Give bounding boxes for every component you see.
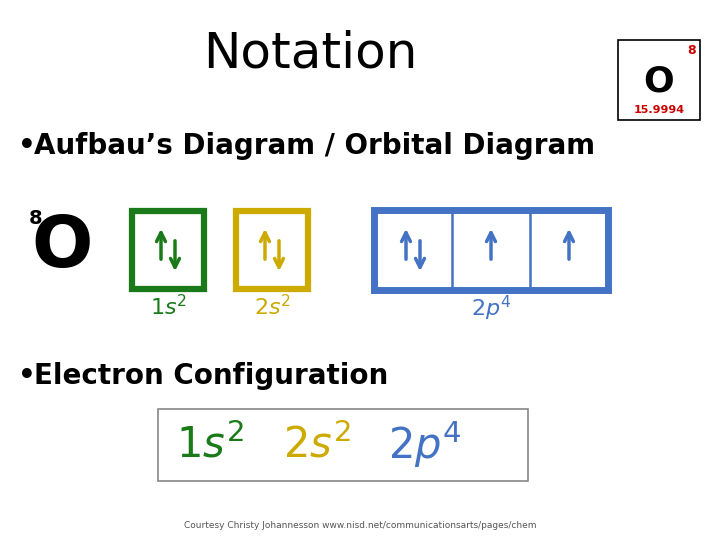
Text: Electron Configuration: Electron Configuration [34, 362, 388, 390]
Bar [618, 40, 700, 120]
Bar [158, 409, 528, 481]
Text: •: • [18, 132, 36, 160]
Text: 8: 8 [688, 44, 696, 57]
Text: $2s^2$: $2s^2$ [253, 294, 290, 319]
Text: $1s^2$: $1s^2$ [176, 424, 244, 466]
Text: $2p^4$: $2p^4$ [471, 294, 511, 323]
Bar [236, 211, 308, 289]
Bar [132, 211, 204, 289]
Text: •: • [18, 362, 36, 390]
Text: Courtesy Christy Johannesson www.nisd.net/communicationsarts/pages/chem: Courtesy Christy Johannesson www.nisd.ne… [184, 521, 536, 530]
Text: $2p^4$: $2p^4$ [388, 420, 462, 470]
Text: O: O [644, 65, 675, 99]
Text: $2s^2$: $2s^2$ [283, 424, 351, 466]
Bar [374, 210, 608, 290]
Text: Aufbau’s Diagram / Orbital Diagram: Aufbau’s Diagram / Orbital Diagram [34, 132, 595, 160]
Text: 8: 8 [28, 209, 42, 228]
Text: O: O [31, 213, 93, 281]
Text: 15.9994: 15.9994 [634, 105, 685, 115]
Text: Notation: Notation [203, 30, 417, 78]
Text: $1s^2$: $1s^2$ [150, 294, 186, 319]
